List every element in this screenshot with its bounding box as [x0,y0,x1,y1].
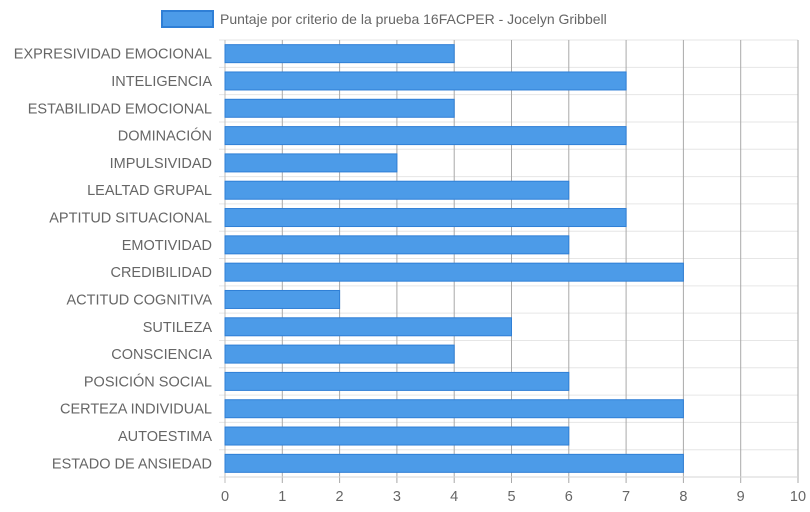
bar[interactable] [224,262,684,282]
bar[interactable] [224,344,455,364]
bar[interactable] [224,126,627,146]
x-tick-label: 2 [336,489,344,505]
bar[interactable] [224,371,570,391]
x-tick-label: 4 [450,489,458,505]
category-label: CONSCIENCIA [111,347,212,363]
x-tick-label: 1 [278,489,286,505]
x-tick-label: 10 [790,489,806,505]
bar[interactable] [224,399,684,419]
bar[interactable] [224,289,341,309]
category-label: EMOTIVIDAD [122,238,212,254]
x-tick-label: 8 [679,489,687,505]
category-label: APTITUD SITUACIONAL [49,211,212,227]
bar[interactable] [224,208,627,228]
category-label: CREDIBILIDAD [110,265,212,281]
category-label: ESTABILIDAD EMOCIONAL [28,101,212,117]
bar[interactable] [224,180,570,200]
category-labels: EXPRESIVIDAD EMOCIONAL INTELIGENCIA ESTABI… [14,47,213,473]
bar[interactable] [224,44,455,64]
x-tick-label: 6 [565,489,573,505]
category-label: POSICIÓN SOCIAL [84,373,212,390]
bar[interactable] [224,453,684,473]
category-label: CERTEZA INDIVIDUAL [60,402,212,418]
category-label: IMPULSIVIDAD [110,156,212,172]
x-tick-label: 9 [737,489,745,505]
category-label: AUTOESTIMA [118,429,212,445]
x-tick-label: 0 [221,489,229,505]
bar[interactable] [224,317,512,337]
category-label: EXPRESIVIDAD EMOCIONAL [14,47,212,63]
x-tick-labels: 0 1 2 3 4 5 6 7 8 9 10 [221,489,806,505]
bar[interactable] [224,98,455,118]
category-label: INTELIGENCIA [111,74,212,90]
chart-legend[interactable]: Puntaje por criterio de la prueba 16FACP… [161,10,607,28]
bars [224,44,684,473]
legend-swatch [161,10,214,28]
category-label: LEALTAD GRUPAL [87,183,212,199]
bar[interactable] [224,235,570,255]
category-label: ACTITUD COGNITIVA [66,292,212,308]
bar[interactable] [224,153,398,173]
x-tick-label: 7 [622,489,630,505]
bar[interactable] [224,426,570,446]
category-label: SUTILEZA [143,320,213,336]
legend-label: Puntaje por criterio de la prueba 16FACP… [220,11,607,27]
x-tick-label: 3 [393,489,401,505]
bar[interactable] [224,71,627,91]
category-label: ESTADO DE ANSIEDAD [52,456,212,472]
category-label: DOMINACIÓN [118,128,212,145]
x-tick-label: 5 [507,489,515,505]
